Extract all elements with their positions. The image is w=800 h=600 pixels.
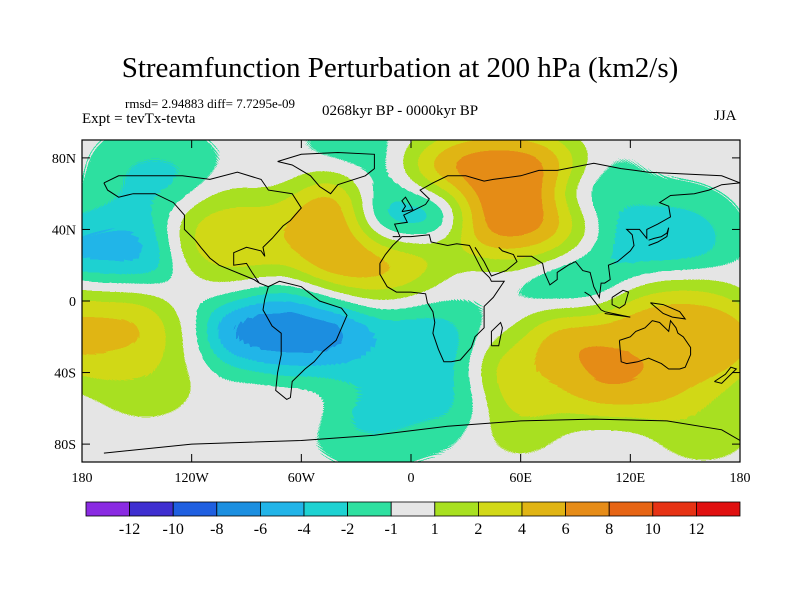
colorbar-swatch: [129, 501, 174, 517]
lat-tick-label: 40S: [54, 367, 76, 382]
field-anomaly: [205, 282, 379, 385]
lon-tick-label: 0: [408, 471, 415, 486]
colorbar-swatch: [347, 501, 392, 517]
colorbar-swatch: [172, 501, 218, 517]
coastline: [277, 151, 375, 195]
field-anomaly: [310, 140, 403, 186]
field-anomaly: [521, 254, 630, 319]
field-anomaly: [82, 211, 180, 295]
colorbar-swatch: [565, 501, 610, 517]
colorbar-swatch: [477, 501, 523, 517]
colorbar-swatch: [434, 501, 479, 517]
lon-tick-label: 120W: [175, 471, 210, 486]
lon-tick-label: 60W: [288, 471, 316, 486]
colorbar-swatch: [696, 501, 741, 517]
field-anomaly: [595, 289, 740, 392]
field-anomaly: [348, 178, 474, 252]
coastline: [611, 289, 630, 309]
colorbar-swatch: [390, 501, 436, 517]
lat-tick-label: 40N: [52, 223, 76, 238]
coastline: [584, 291, 631, 318]
coastline: [103, 171, 348, 400]
coastline: [474, 246, 518, 277]
coastline: [490, 321, 503, 347]
coastline: [517, 182, 740, 300]
field-anomaly: [547, 166, 640, 221]
colorbar-label: -2: [341, 521, 354, 538]
colorbar-swatch: [85, 501, 130, 517]
colorbar-label: -12: [119, 521, 140, 538]
chart-title: Streamfunction Perturbation at 200 hPa (…: [121, 52, 679, 84]
colorbar-swatch: [216, 501, 261, 517]
colorbar-swatch: [652, 501, 697, 517]
colorbar-label: -1: [385, 521, 398, 538]
colorbar-label: -10: [163, 521, 184, 538]
colorbar-label: -8: [210, 521, 223, 538]
experiment-line: Expt = tevTx-tevta: [82, 111, 196, 127]
coastline: [103, 418, 740, 454]
coastline: [714, 366, 738, 384]
colorbar-label: 10: [645, 521, 661, 538]
season-label: JJA: [714, 108, 737, 124]
field-anomaly: [384, 367, 493, 432]
field-anomaly: [649, 397, 740, 462]
lon-tick-label: 120E: [616, 471, 646, 486]
colorbar-swatch: [259, 501, 305, 517]
lon-tick-label: 60E: [509, 471, 532, 486]
field-anomaly: [172, 196, 314, 280]
colorbar-label: 4: [518, 521, 526, 538]
coastline: [648, 227, 670, 246]
lat-tick-label: 80N: [52, 152, 76, 167]
colorbar-label: -6: [254, 521, 267, 538]
coastline: [650, 302, 687, 320]
colorbar-label: 2: [474, 521, 482, 538]
axis-ticks: 80N 40N 0 40S 80S 180 120W 60W 0 60E 120E 180: [52, 140, 751, 486]
lat-tick-label: 80S: [54, 438, 76, 453]
coastline: [401, 196, 414, 213]
colorbar-label: 8: [605, 521, 613, 538]
field-anomaly: [604, 201, 729, 276]
colorbar-swatch: [303, 501, 348, 517]
coastline: [618, 319, 692, 370]
coastline: [392, 162, 740, 238]
coastline: [379, 234, 506, 363]
colorbar-label: 1: [431, 521, 439, 538]
period-label: 0268kyr BP - 0000kyr BP: [321, 103, 479, 119]
colorbar-label: -4: [297, 521, 310, 538]
colorbar-swatch: [521, 501, 566, 517]
rmsd-line: rmsd= 2.94883 diff= 7.7295e-09: [125, 96, 296, 111]
colorbar: -12 -10 -8 -6 -4 -2 -1 1 2 4 6 8 10 12: [85, 501, 741, 538]
field-layer: [82, 140, 740, 462]
lon-tick-label: 180: [72, 471, 93, 486]
lat-tick-label: 0: [69, 295, 76, 310]
colorbar-swatch: [608, 501, 654, 517]
field-anomaly: [91, 354, 200, 419]
colorbar-label: 6: [562, 521, 570, 538]
colorbar-label: 12: [688, 521, 704, 538]
lon-tick-label: 180: [730, 471, 751, 486]
coastlines: [103, 151, 740, 454]
field-anomaly: [358, 308, 483, 383]
field-anomaly: [474, 413, 567, 462]
